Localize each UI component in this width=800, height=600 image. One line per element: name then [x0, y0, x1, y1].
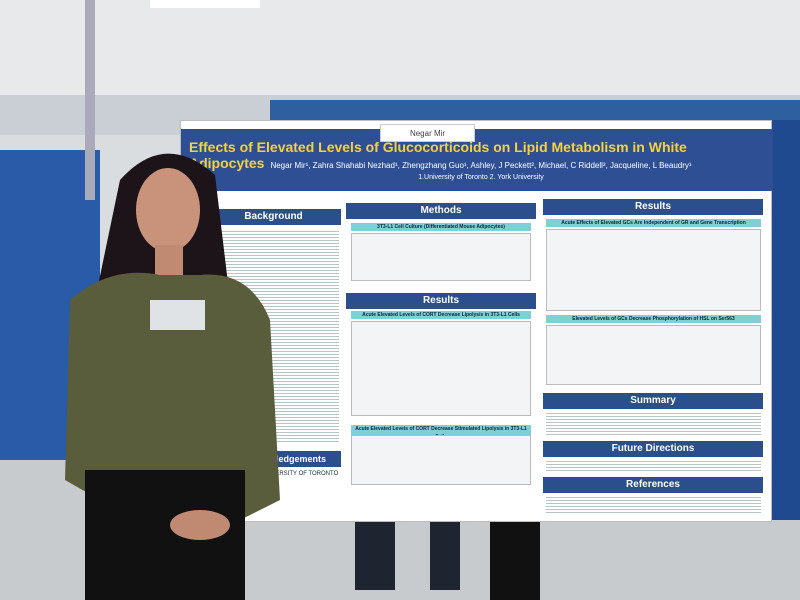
poster-title: Effects of Elevated Levels of Glucocorti… — [189, 139, 687, 171]
figure — [546, 229, 761, 311]
section-heading: Results — [346, 293, 536, 309]
subheading: Acute Elevated Levels of CORT Decrease L… — [351, 311, 531, 319]
pole — [85, 0, 95, 200]
authors: Negar Mir¹, Zahra Shahabi Nezhad¹, Zheng… — [270, 161, 692, 170]
figure — [351, 233, 531, 281]
figure — [351, 321, 531, 416]
body-text — [546, 459, 761, 473]
body-text — [546, 411, 761, 436]
hands — [170, 510, 230, 540]
subheading: Acute Effects of Elevated GCs Are Indepe… — [546, 219, 761, 227]
ceiling — [0, 0, 800, 95]
section-heading: ledgements — [261, 451, 341, 467]
title-bar: Effects of Elevated Levels of Glucocorti… — [181, 129, 773, 191]
section-heading: Methods — [346, 203, 536, 219]
name-card: Negar Mir — [380, 124, 475, 142]
section-heading: Future Directions — [543, 441, 763, 457]
face — [136, 168, 200, 252]
affiliation: 1.University of Toronto 2. York Universi… — [418, 174, 544, 181]
light — [150, 0, 260, 8]
subheading: 3T3-L1 Cell Culture (Differentiated Mous… — [351, 223, 531, 231]
badge — [150, 300, 205, 330]
poster: Effects of Elevated Levels of Glucocorti… — [180, 120, 773, 522]
section-heading: Summary — [543, 393, 763, 409]
neck — [155, 245, 183, 275]
section-heading: Background — [206, 209, 341, 225]
subheading: Elevated Levels of GCs Decrease Phosphor… — [546, 315, 761, 323]
section-heading: Results — [543, 199, 763, 215]
logo: UNIVERSITY OF TORONTO — [261, 471, 339, 477]
board-right — [770, 120, 800, 520]
body-text — [546, 495, 761, 513]
figure — [546, 325, 761, 385]
figure — [351, 435, 531, 485]
section-heading: References — [543, 477, 763, 493]
